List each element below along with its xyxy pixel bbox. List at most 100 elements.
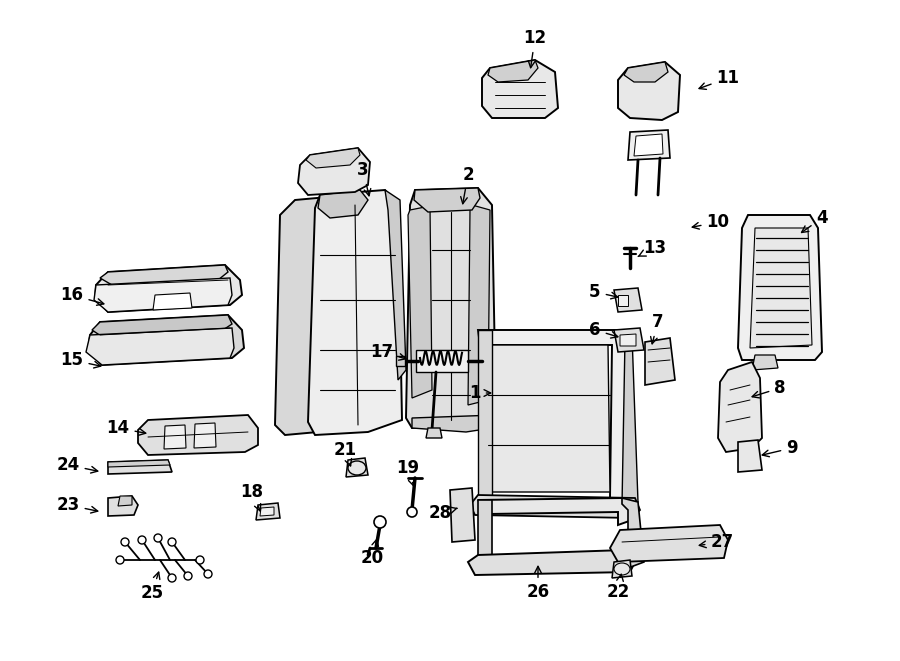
Text: 5: 5	[590, 283, 617, 301]
Circle shape	[138, 536, 146, 544]
Polygon shape	[194, 423, 216, 448]
Circle shape	[121, 538, 129, 546]
Text: 26: 26	[526, 566, 550, 601]
Text: 6: 6	[590, 321, 617, 339]
Circle shape	[204, 570, 212, 578]
Circle shape	[168, 538, 176, 546]
Polygon shape	[752, 355, 778, 370]
Polygon shape	[610, 525, 728, 562]
Polygon shape	[614, 288, 642, 312]
Polygon shape	[88, 315, 244, 365]
Polygon shape	[738, 215, 822, 360]
Polygon shape	[718, 362, 762, 452]
Polygon shape	[488, 60, 538, 82]
Polygon shape	[645, 338, 675, 385]
Polygon shape	[450, 488, 475, 542]
Circle shape	[168, 574, 176, 582]
Text: 19: 19	[396, 459, 419, 486]
Text: 12: 12	[524, 29, 546, 67]
Polygon shape	[614, 328, 644, 352]
Polygon shape	[275, 195, 370, 435]
Polygon shape	[412, 415, 496, 432]
Text: 14: 14	[106, 419, 146, 437]
Polygon shape	[306, 148, 360, 168]
Polygon shape	[346, 458, 368, 477]
Polygon shape	[416, 350, 468, 372]
Text: 17: 17	[371, 343, 406, 361]
Text: 13: 13	[638, 239, 667, 257]
Polygon shape	[308, 190, 402, 435]
Text: 20: 20	[360, 539, 383, 567]
Text: 4: 4	[802, 209, 828, 233]
Text: 23: 23	[57, 496, 98, 514]
Polygon shape	[260, 507, 274, 516]
Polygon shape	[108, 460, 172, 474]
Text: 11: 11	[699, 69, 740, 89]
Polygon shape	[94, 278, 232, 312]
Polygon shape	[153, 293, 192, 310]
Polygon shape	[628, 130, 670, 160]
Polygon shape	[750, 228, 812, 348]
Polygon shape	[478, 330, 628, 502]
Polygon shape	[468, 550, 635, 575]
Text: 27: 27	[699, 533, 734, 551]
Text: 21: 21	[333, 441, 356, 466]
Polygon shape	[164, 425, 186, 449]
Circle shape	[116, 556, 124, 564]
Polygon shape	[482, 60, 558, 118]
Polygon shape	[256, 503, 280, 520]
Polygon shape	[108, 496, 138, 516]
Polygon shape	[612, 560, 632, 578]
Polygon shape	[478, 498, 632, 525]
Polygon shape	[95, 265, 242, 312]
Circle shape	[154, 534, 162, 542]
Text: 1: 1	[469, 384, 491, 402]
Polygon shape	[620, 334, 636, 346]
Polygon shape	[298, 148, 370, 195]
Text: 10: 10	[692, 213, 730, 231]
Polygon shape	[138, 415, 258, 455]
Polygon shape	[622, 498, 644, 568]
Polygon shape	[478, 500, 492, 560]
Polygon shape	[618, 295, 628, 306]
Polygon shape	[100, 265, 228, 285]
Polygon shape	[426, 428, 442, 438]
Polygon shape	[624, 62, 668, 82]
Polygon shape	[86, 328, 234, 365]
Polygon shape	[618, 330, 638, 505]
Polygon shape	[738, 440, 762, 472]
Ellipse shape	[348, 461, 366, 475]
Text: 2: 2	[461, 166, 473, 204]
Text: 22: 22	[607, 574, 630, 601]
Text: 25: 25	[140, 572, 164, 602]
Polygon shape	[408, 206, 432, 398]
Polygon shape	[478, 330, 492, 502]
Polygon shape	[108, 460, 170, 467]
Text: 18: 18	[240, 483, 264, 511]
Circle shape	[374, 516, 386, 528]
Text: 7: 7	[651, 313, 664, 344]
Polygon shape	[488, 345, 610, 492]
Polygon shape	[396, 356, 405, 366]
Polygon shape	[634, 134, 663, 156]
Text: 3: 3	[357, 161, 371, 196]
Polygon shape	[385, 190, 406, 380]
Ellipse shape	[614, 563, 630, 575]
Text: 24: 24	[57, 456, 98, 474]
Text: 9: 9	[762, 439, 797, 457]
Polygon shape	[618, 62, 680, 120]
Text: 15: 15	[60, 351, 101, 369]
Text: 8: 8	[752, 379, 786, 398]
Polygon shape	[318, 190, 368, 218]
Polygon shape	[118, 496, 132, 506]
Polygon shape	[92, 315, 232, 338]
Text: 16: 16	[60, 286, 104, 305]
Polygon shape	[470, 495, 640, 518]
Text: 28: 28	[428, 504, 457, 522]
Circle shape	[196, 556, 204, 564]
Polygon shape	[468, 205, 490, 405]
Circle shape	[184, 572, 192, 580]
Circle shape	[407, 507, 417, 517]
Polygon shape	[414, 188, 480, 212]
Polygon shape	[406, 188, 496, 428]
